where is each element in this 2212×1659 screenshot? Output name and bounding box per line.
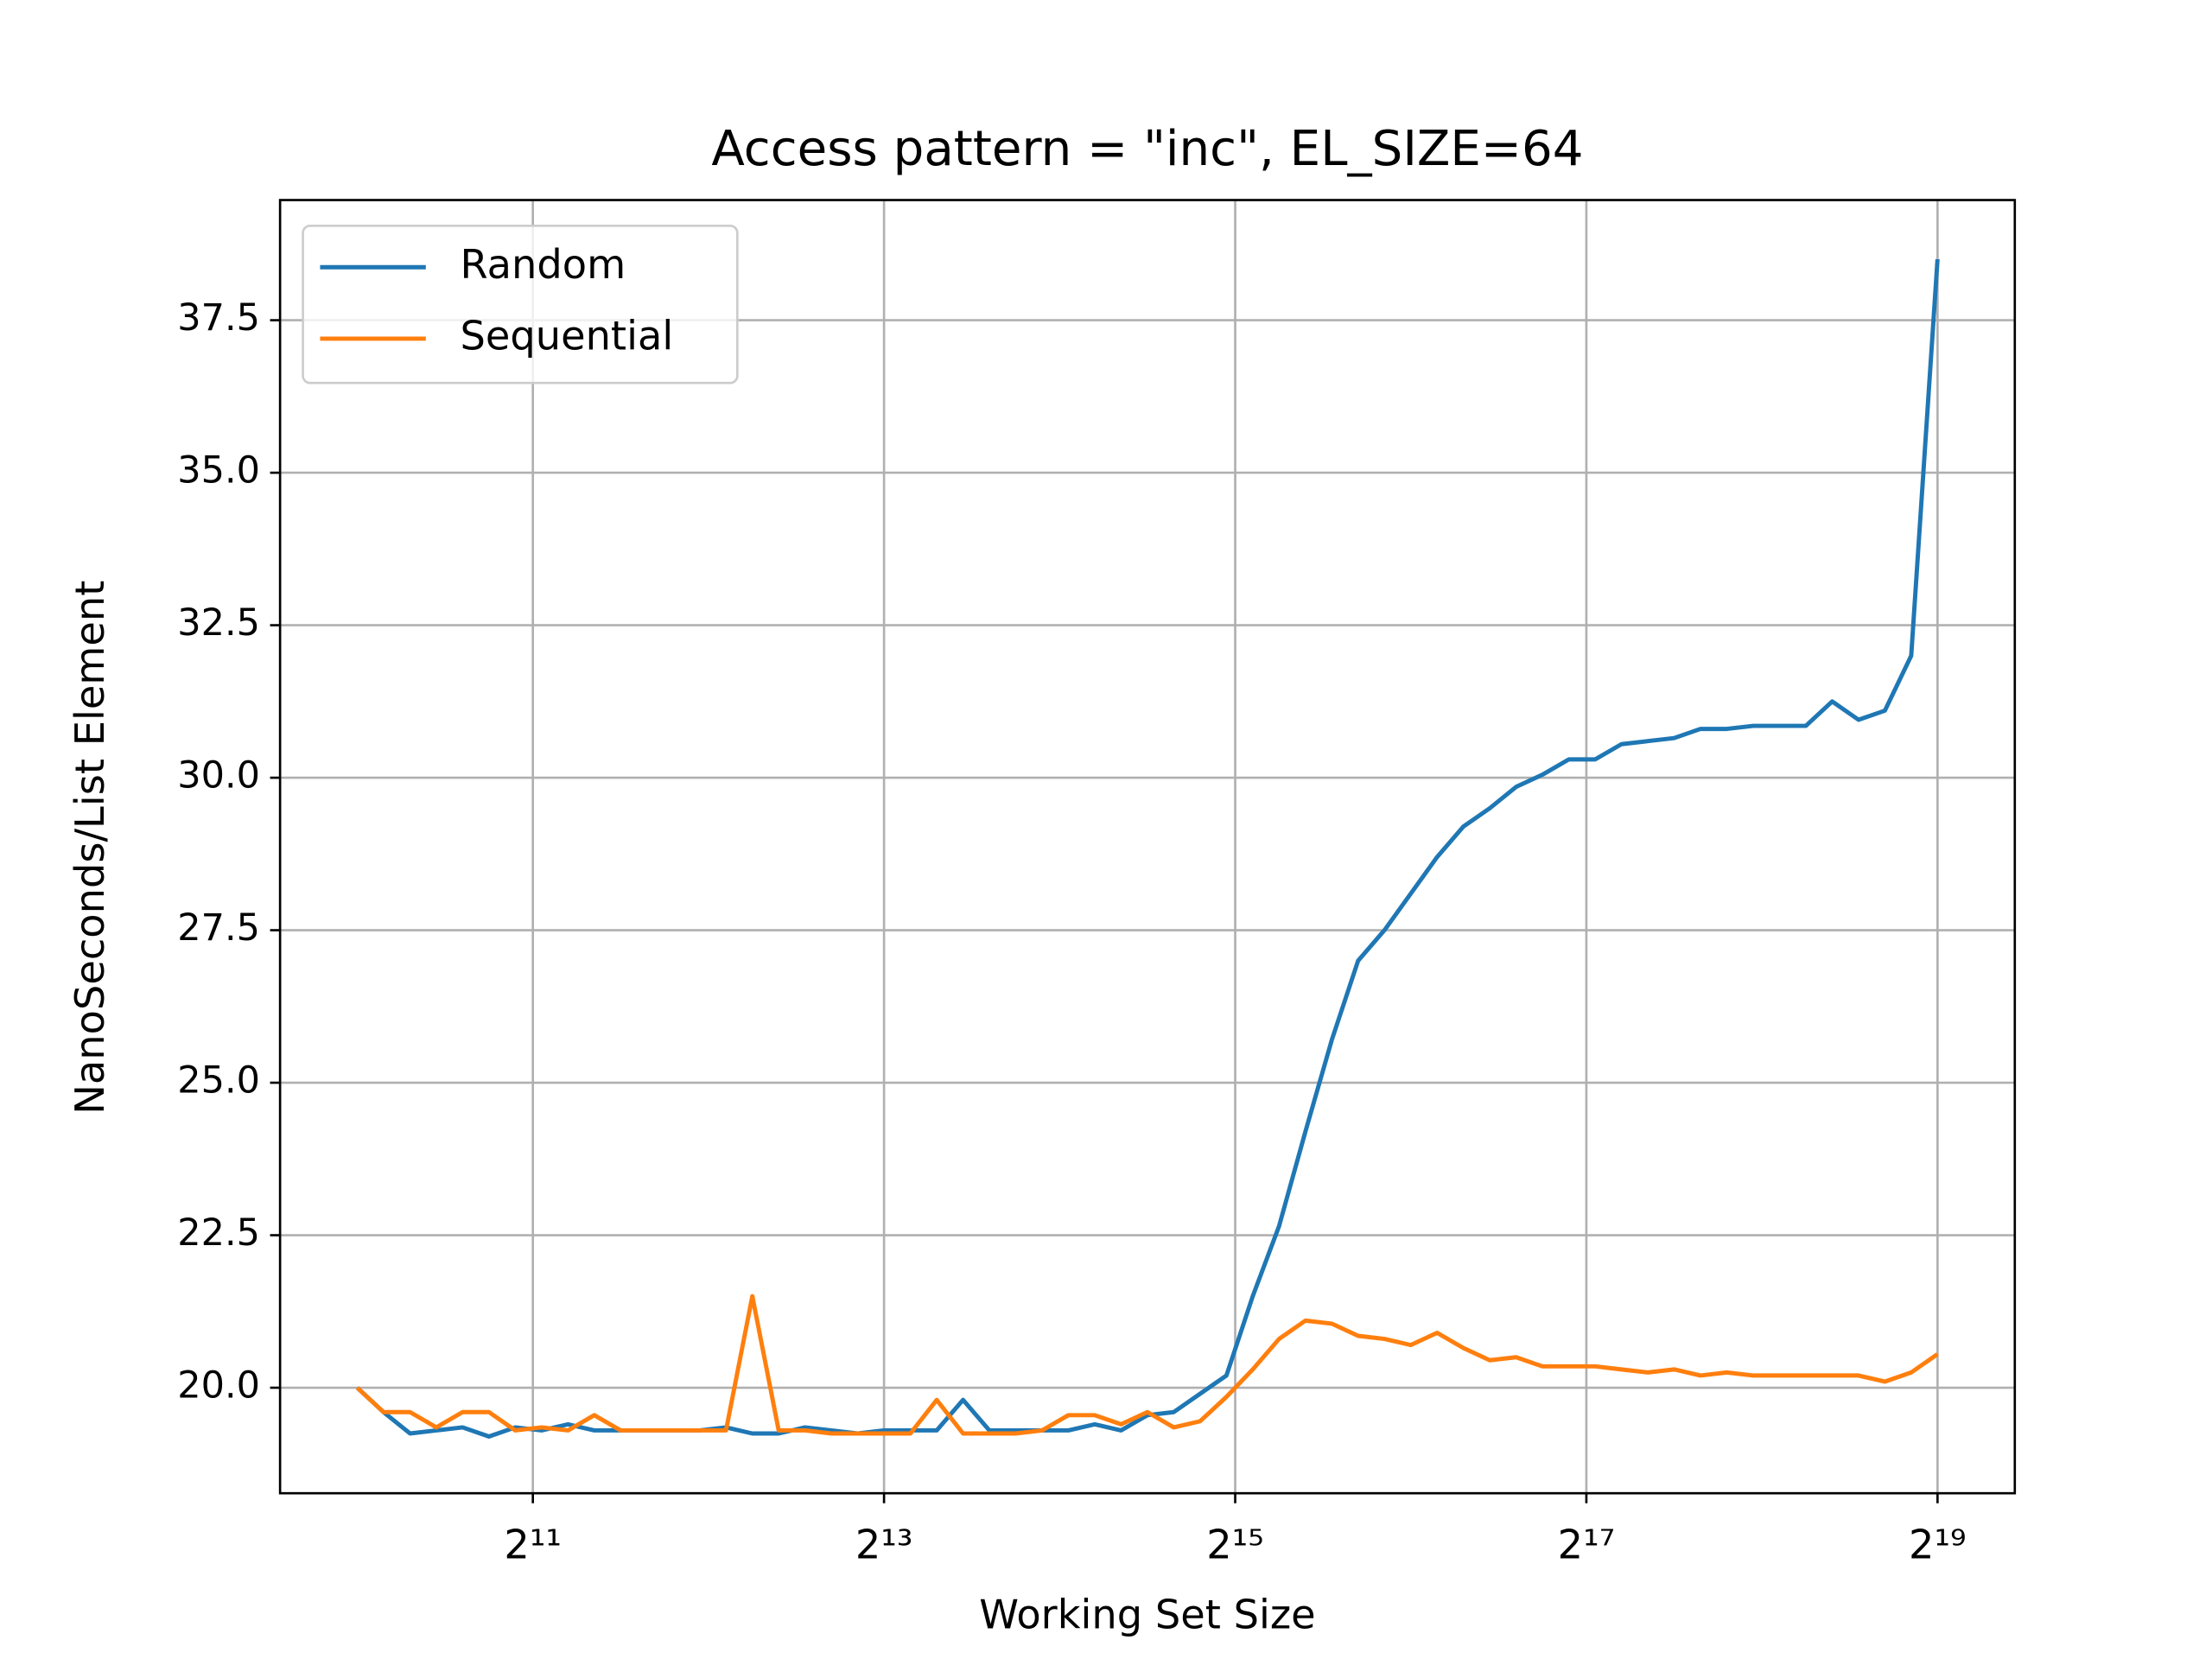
legend: Random Sequential [302, 224, 739, 385]
x-tick-label: 2¹⁹ [1909, 1522, 1967, 1568]
line-series [355, 1294, 1939, 1436]
x-axis-label: Working Set Size [979, 1592, 1315, 1638]
chart-title: Access pattern = "inc", EL_SIZE=64 [711, 121, 1583, 177]
y-tick-label: 25.0 [177, 1059, 260, 1103]
y-tick-label: 27.5 [177, 906, 260, 950]
y-tick-label: 37.5 [177, 296, 260, 340]
y-axis-label: NanoSeconds/List Element [67, 581, 113, 1115]
legend-label: Random [461, 241, 626, 288]
y-tick-label: 30.0 [177, 754, 260, 798]
y-tick-label: 35.0 [177, 449, 260, 493]
y-tick-label: 32.5 [177, 601, 260, 645]
x-tick-label: 2¹⁵ [1206, 1522, 1264, 1568]
x-tick-label: 2¹¹ [504, 1522, 562, 1568]
y-tick-label: 22.5 [177, 1211, 260, 1255]
grid [280, 200, 2015, 1494]
plot-frame [278, 199, 2017, 1495]
x-tick-label: 2¹³ [855, 1522, 913, 1568]
legend-label: Sequential [461, 312, 674, 359]
x-tick-label: 2¹⁷ [1558, 1522, 1616, 1568]
line-series [355, 258, 1940, 1439]
y-tick-label: 20.0 [177, 1364, 260, 1408]
